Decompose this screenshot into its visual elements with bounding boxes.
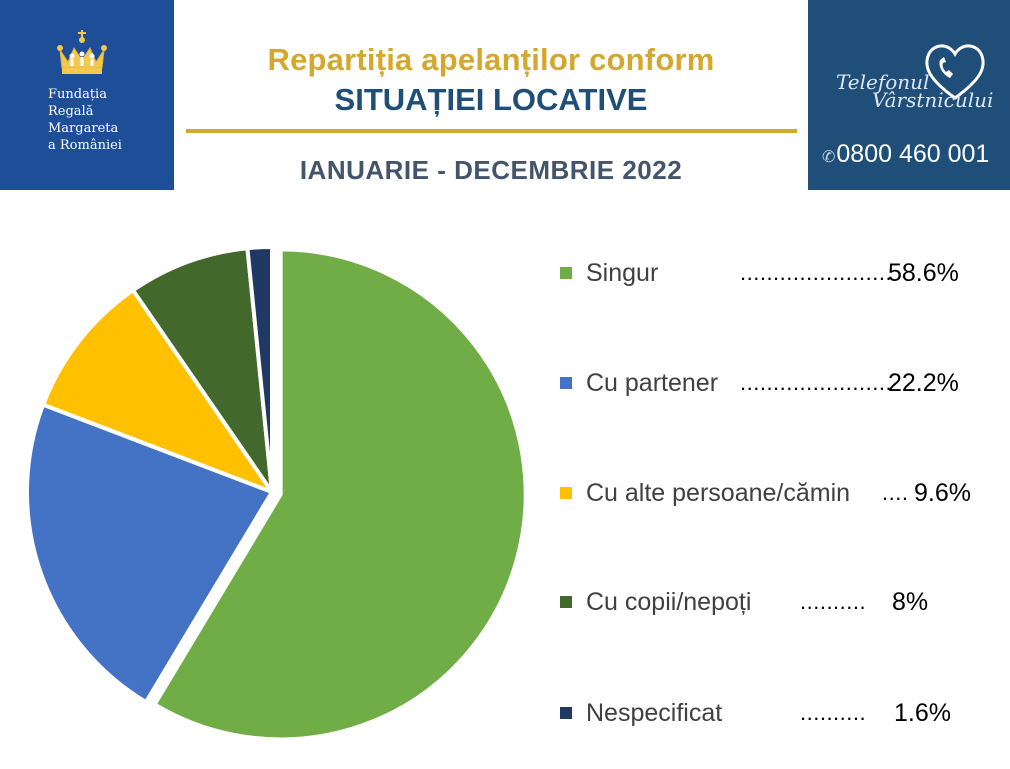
helpline-name-2: Vârstnicului (872, 88, 994, 112)
foundation-name: Fundația Regală Margareta a României (48, 86, 168, 154)
helpline-name: Telefonul (836, 70, 930, 94)
legend-item: Singur....................... 58.6% (560, 256, 1000, 290)
crown-icon (57, 30, 107, 74)
legend-swatch (560, 267, 572, 279)
legend-swatch (560, 487, 572, 499)
pie-slice-cu-copii-nepo-i (131, 246, 274, 494)
legend-item: Nespecificat.......... 1.6% (560, 696, 1000, 730)
page-subtitle: SITUAȚIEI LOCATIVE (334, 82, 648, 117)
foundation-logo: Fundația Regală Margareta a României (0, 0, 174, 190)
period-label: IANUARIE - DECEMBRIE 2022 (299, 155, 683, 185)
page-title: Repartiția apelanților conform (267, 42, 715, 77)
legend-label: Nespecificat (586, 699, 723, 727)
legend-leader-dots: ....................... (740, 260, 893, 285)
foundation-name-line: Margareta (48, 121, 119, 136)
legend-leader-dots: .... (882, 480, 909, 505)
legend-swatch (560, 596, 572, 608)
legend-value: 22.2% (888, 369, 959, 397)
legend-item: Cu copii/nepoți.......... 8% (560, 585, 1000, 619)
pie-slice-nespecificat (245, 245, 274, 494)
helpline-phone[interactable]: ✆0800 460 001 (822, 140, 989, 169)
helpline-logo: Telefonul Vârstnicului ✆0800 460 001 (808, 0, 1010, 190)
legend-value: 9.6% (914, 479, 971, 507)
legend-value: 8% (892, 588, 929, 616)
page-header: Repartiția apelanților conform SITUAȚIEI… (174, 0, 808, 190)
pie-chart (25, 245, 528, 742)
legend-label: Cu partener (586, 369, 719, 397)
foundation-name-line: a României (48, 138, 122, 153)
phone-number[interactable]: 0800 460 001 (836, 140, 990, 168)
foundation-name-line: Regală (48, 104, 94, 119)
pie-slice-cu-alte-persoane-c-min (41, 288, 274, 494)
legend-leader-dots: .......... (800, 589, 867, 614)
legend-item: Cu alte persoane/cămin.... 9.6% (560, 476, 1000, 510)
legend-value: 1.6% (894, 699, 951, 727)
legend-swatch (560, 707, 572, 719)
pie-slice-cu-partener (25, 402, 274, 705)
phone-icon: ✆ (822, 149, 836, 166)
heart-phone-icon (925, 44, 985, 100)
pie-slice-singur (152, 247, 528, 742)
legend-label: Cu alte persoane/cămin (586, 479, 851, 507)
legend-label: Cu copii/nepoți (586, 588, 752, 616)
legend-leader-dots: .......... (800, 700, 867, 725)
legend-value: 58.6% (888, 259, 959, 287)
title-divider (186, 129, 797, 133)
legend-swatch (560, 377, 572, 389)
legend-label: Singur (586, 259, 659, 287)
legend-item: Cu partener....................... 22.2% (560, 366, 1000, 400)
foundation-name-line: Fundația (48, 87, 107, 102)
legend-leader-dots: ....................... (740, 370, 893, 395)
